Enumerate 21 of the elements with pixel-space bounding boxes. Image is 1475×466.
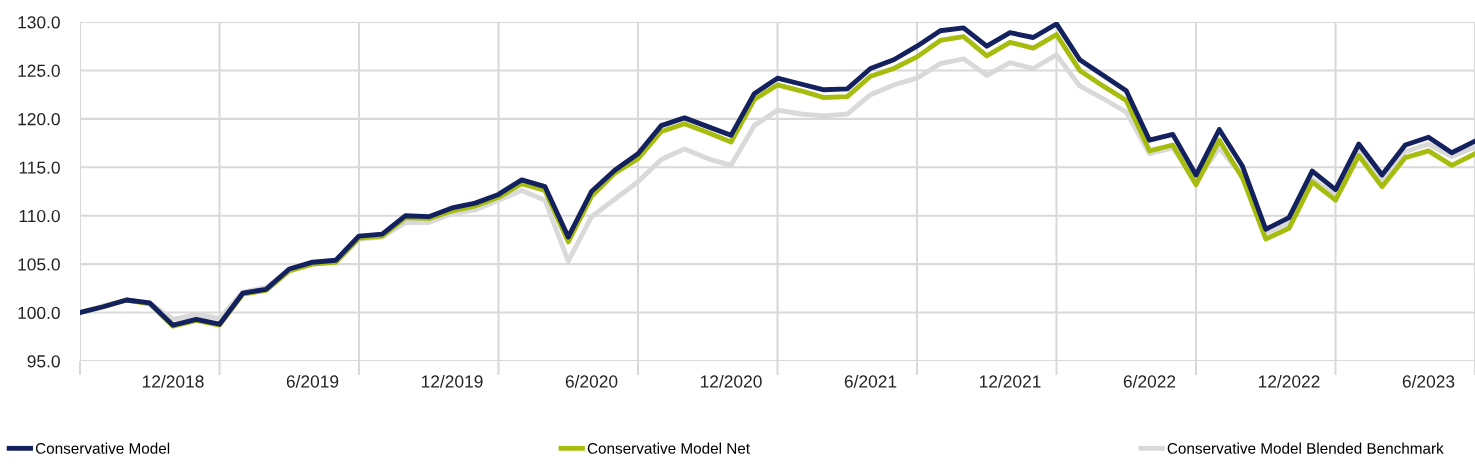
y-tick-label: 105.0 bbox=[18, 258, 60, 271]
x-tick-label: 6/2022 bbox=[1123, 374, 1176, 388]
legend-label: Conservative Model bbox=[35, 442, 170, 454]
legend-label: Conservative Model Net bbox=[587, 442, 750, 454]
y-tick-label: 95.0 bbox=[27, 355, 60, 368]
x-tick-label: 6/2023 bbox=[1402, 374, 1455, 388]
y-tick-label: 120.0 bbox=[18, 113, 60, 126]
x-tick-label: 6/2021 bbox=[844, 374, 897, 388]
y-tick-label: 110.0 bbox=[19, 209, 60, 223]
y-tick-label: 100.0 bbox=[18, 306, 60, 320]
legend-label: Conservative Model Blended Benchmark bbox=[1167, 442, 1444, 454]
x-tick-label: 6/2020 bbox=[565, 374, 618, 388]
x-tick-label: 12/2018 bbox=[142, 374, 204, 388]
y-tick-label: 130.0 bbox=[18, 16, 60, 29]
x-tick-label: 12/2019 bbox=[421, 374, 483, 388]
x-tick-label: 12/2020 bbox=[700, 374, 762, 388]
x-tick-label: 6/2019 bbox=[286, 374, 339, 388]
x-tick-label: 12/2021 bbox=[979, 374, 1041, 388]
x-tick-label: 12/2022 bbox=[1258, 374, 1320, 388]
y-tick-label: 115.0 bbox=[19, 161, 60, 174]
y-tick-label: 125.0 bbox=[18, 64, 60, 77]
